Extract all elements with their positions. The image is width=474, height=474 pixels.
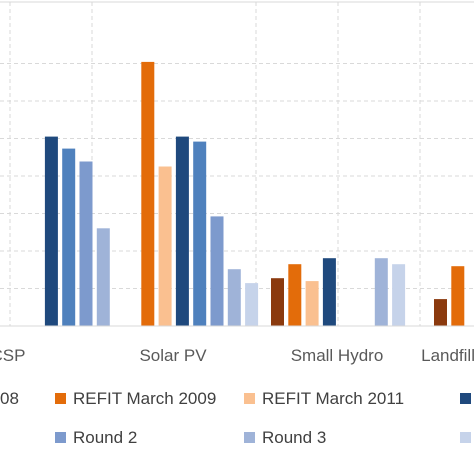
bar [96, 228, 110, 326]
bar [374, 258, 388, 326]
bar [451, 266, 465, 326]
bar [245, 283, 259, 326]
legend-swatch [55, 432, 66, 443]
bar [210, 216, 224, 326]
bar [227, 269, 241, 326]
bar [44, 136, 58, 326]
legend-swatch [460, 432, 471, 443]
bar [193, 141, 207, 326]
category-label: Solar PV [139, 346, 207, 365]
bar [62, 148, 76, 326]
bar [288, 264, 302, 326]
legend-label: Round 2 [73, 428, 137, 447]
legend-label: REFIT March 2009 [73, 389, 216, 408]
bar [305, 281, 319, 326]
legend-swatch [244, 432, 255, 443]
bar [141, 61, 155, 327]
legend-label: REFIT March 2011 [262, 389, 404, 408]
bar [79, 161, 93, 326]
bar [322, 258, 336, 326]
bar [434, 299, 447, 326]
legend: 08 REFIT March 2009 REFIT March 2011 Round … [0, 389, 471, 447]
legend-swatch [460, 393, 471, 404]
legend-label: 08 [0, 389, 19, 408]
bar [271, 278, 284, 326]
category-label: Landfill Gas [421, 346, 474, 365]
bar [392, 264, 406, 326]
legend-label: Round 3 [262, 428, 326, 447]
bar [158, 166, 172, 326]
bar [175, 136, 189, 326]
category-label: Small Hydro [291, 346, 384, 365]
gridlines [0, 1, 474, 326]
legend-swatch [244, 393, 255, 404]
legend-swatch [55, 393, 66, 404]
bar-series [44, 61, 465, 327]
category-label: CSP [0, 346, 25, 365]
category-labels: CSP Solar PV Small Hydro Landfill Gas [0, 346, 474, 365]
